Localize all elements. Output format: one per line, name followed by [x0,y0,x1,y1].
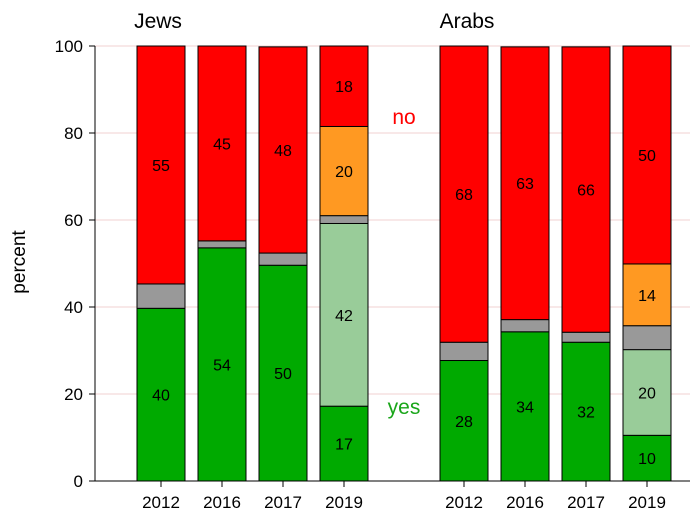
bar-segment-no [319,45,369,127]
bar-value-label: 14 [638,288,656,305]
bar-segment-yes [136,307,186,482]
bar-segment-no [197,45,247,242]
x-tick-label: 2019 [325,493,363,512]
bar-value-label: 18 [335,79,353,96]
bar-segment-mid [622,325,672,351]
group-title-arabs: Arabs [440,10,495,33]
bar-segment-yes_light [319,222,369,407]
bar-value-label: 45 [213,136,231,153]
bar-value-label: 50 [638,148,656,165]
x-tick-label: 2012 [142,493,180,512]
bar-value-label: 66 [577,183,595,200]
bar-segment-mid [319,215,369,224]
bars [136,45,672,482]
bar-value-label: 40 [152,388,170,405]
bar-segment-no [500,46,550,321]
bar-value-label: 20 [335,164,353,181]
bar-segment-yes [258,264,308,482]
x-tick-label: 2012 [445,493,483,512]
bar-value-label: 34 [516,399,534,416]
bar-segment-mid [136,283,186,309]
bar-value-label: 42 [335,308,353,325]
bar-value-label: 10 [638,451,656,468]
bar-segment-mid [197,240,247,249]
annotation-no: no [392,106,415,129]
bar-segment-no [258,46,308,254]
bar-segment-no [136,45,186,285]
bar-segment-yes [439,360,489,482]
bar-segment-yes [561,341,611,482]
x-tick-label: 2017 [567,493,605,512]
bar-value-label: 50 [274,366,292,383]
y-tick-label: 0 [74,472,83,491]
y-tick-label: 80 [64,124,83,143]
bar-segment-mid [500,319,550,333]
bar-value-label: 32 [577,405,595,422]
bar-segment-no [622,45,672,265]
y-tick-label: 40 [64,298,83,317]
bar-segment-mid [258,252,308,266]
bar-value-label: 63 [516,176,534,193]
bar-segment-no_light [319,125,369,217]
bar-value-label: 68 [455,187,473,204]
y-tick-label: 60 [64,211,83,230]
y-axis-title: percent [9,230,30,294]
axes [94,46,690,482]
bar-segment-no [561,46,611,333]
bar-value-label: 20 [638,385,656,402]
bar-segment-yes_light [622,349,672,436]
bar-value-labels: 40 55 54 45 50 48 17 42 20 18 28 68 34 63 32 66 10 20 14 50 [152,79,656,468]
bar-value-label: 28 [455,414,473,431]
x-tick-label: 2017 [264,493,302,512]
bar-segment-mid [439,341,489,362]
bar-segment-yes [622,434,672,482]
y-tick-label: 100 [55,37,83,56]
bar-segment-yes [319,405,369,482]
group-title-jews: Jews [134,10,182,33]
bar-segment-no_light [622,263,672,327]
x-tick-label: 2016 [506,493,544,512]
bar-value-label: 48 [274,143,292,160]
x-tick-label: 2016 [203,493,241,512]
bar-value-label: 17 [335,437,353,454]
x-tick-label: 2019 [628,493,666,512]
bar-segment-no [439,45,489,343]
bar-value-label: 54 [213,357,231,374]
annotation-yes: yes [388,396,421,419]
y-tick-label: 20 [64,385,83,404]
bar-value-label: 55 [152,158,170,175]
bar-segment-mid [561,331,611,343]
